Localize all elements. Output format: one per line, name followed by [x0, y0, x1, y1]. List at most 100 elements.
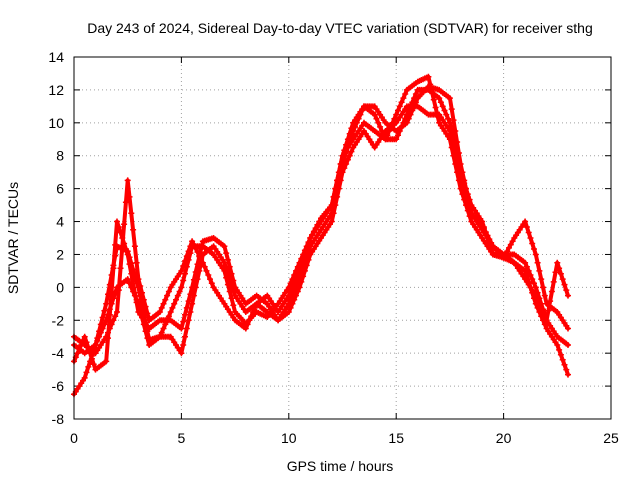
y-tick-label: 8 [56, 148, 64, 164]
data-point-marker [103, 358, 110, 365]
data-point-marker [335, 185, 342, 192]
data-point-marker [563, 287, 570, 294]
data-point-marker [294, 288, 301, 295]
data-point-marker [221, 259, 228, 266]
x-tick-label: 15 [388, 430, 404, 446]
data-point-marker [531, 280, 537, 287]
data-point-marker [522, 259, 529, 266]
data-point-marker [173, 296, 179, 303]
data-point-marker [205, 272, 212, 278]
data-point-marker [529, 240, 536, 247]
data-point-marker [450, 144, 457, 151]
data-point-marker [563, 366, 570, 373]
data-point-marker [396, 103, 403, 110]
data-point-marker [99, 314, 106, 321]
data-point-marker [350, 128, 357, 134]
data-point-marker [83, 369, 90, 376]
series-trace-4 [71, 103, 571, 357]
data-point-marker [142, 328, 149, 335]
data-point-marker [176, 288, 183, 295]
data-point-marker [124, 276, 131, 283]
data-point-marker [403, 111, 410, 118]
x-tick-label: 10 [281, 430, 297, 446]
data-point-marker [180, 263, 187, 269]
data-point-marker [536, 267, 543, 274]
data-point-marker [334, 193, 341, 200]
data-point-marker [556, 265, 563, 272]
data-point-marker [565, 342, 571, 348]
data-point-marker [552, 269, 559, 276]
data-point-marker [344, 144, 351, 151]
data-point-marker [561, 281, 568, 288]
y-tick-label: -8 [52, 411, 65, 427]
data-point-marker [144, 335, 151, 342]
data-point-marker [303, 262, 310, 269]
data-point-marker [395, 107, 401, 114]
data-point-marker [522, 218, 529, 225]
data-point-marker [140, 321, 147, 328]
y-tick-label: 2 [56, 246, 64, 262]
data-point-marker [525, 267, 532, 274]
data-point-marker [287, 304, 294, 311]
series-trace-2 [71, 73, 571, 357]
data-point-marker [328, 218, 335, 225]
data-point-marker [250, 309, 256, 315]
data-point-marker [348, 133, 355, 140]
data-point-marker [158, 304, 165, 311]
data-point-marker [557, 270, 564, 277]
data-point-marker [527, 272, 534, 278]
data-point-marker [139, 289, 145, 296]
data-point-marker [192, 245, 199, 252]
data-point-marker [140, 296, 147, 303]
data-point-marker [230, 287, 237, 294]
data-point-marker [119, 235, 126, 241]
data-point-marker [110, 317, 117, 324]
data-point-marker [373, 115, 380, 122]
data-point-marker [309, 231, 316, 238]
data-point-marker [108, 300, 115, 307]
data-point-marker [112, 313, 119, 320]
data-point-marker [538, 276, 545, 283]
data-point-marker [443, 111, 450, 118]
data-point-marker [554, 259, 561, 266]
data-point-marker [178, 284, 185, 291]
data-point-marker [164, 292, 171, 299]
data-point-marker [296, 284, 303, 291]
data-point-marker [484, 232, 491, 239]
data-point-marker [482, 229, 489, 235]
data-point-marker [117, 265, 124, 272]
data-point-marker [92, 342, 99, 348]
data-point-marker [352, 123, 358, 130]
data-point-marker [464, 199, 471, 206]
data-point-marker [110, 265, 117, 272]
data-point-marker [160, 325, 167, 332]
data-point-marker [101, 321, 108, 328]
data-point-marker [457, 177, 464, 184]
data-point-marker [183, 304, 190, 311]
data-point-marker [425, 73, 432, 80]
x-tick-label: 25 [603, 430, 619, 446]
data-point-marker [346, 139, 353, 145]
data-point-marker [128, 210, 135, 217]
data-point-marker [565, 325, 571, 332]
data-point-marker [312, 225, 319, 232]
data-point-marker [178, 350, 185, 357]
data-point-marker [81, 374, 88, 381]
data-point-marker [486, 236, 493, 243]
data-point-marker [400, 119, 407, 126]
data-point-marker [226, 276, 233, 283]
data-point-marker [353, 119, 360, 126]
y-tick-label: 10 [48, 115, 64, 131]
data-point-marker [396, 128, 403, 134]
data-point-marker [557, 351, 564, 358]
data-point-marker [316, 218, 323, 225]
data-point-marker [183, 325, 190, 332]
data-point-marker [454, 161, 461, 167]
data-point-marker [455, 169, 462, 176]
x-tick-label: 20 [496, 430, 512, 446]
data-point-marker [103, 300, 110, 307]
data-point-marker [246, 317, 253, 324]
data-point-marker [183, 253, 190, 260]
data-point-marker [165, 288, 172, 295]
